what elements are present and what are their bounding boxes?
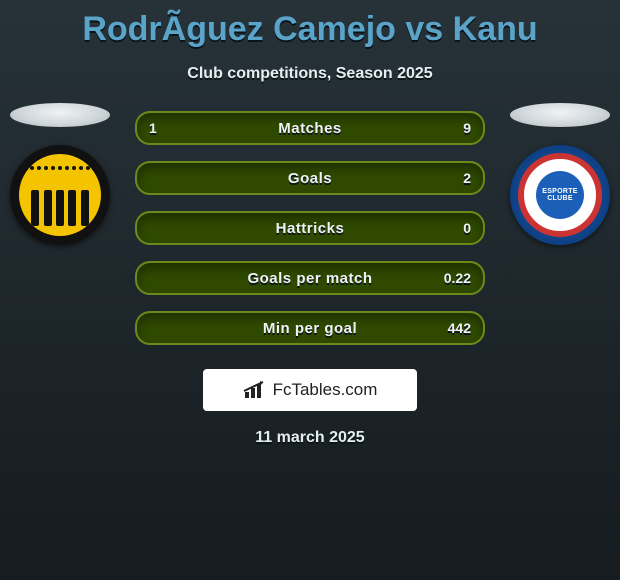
stat-pill: Min per goal 442	[135, 311, 485, 345]
stat-pill-stack: 1 Matches 9 Goals 2 Hattricks 0 Goals per match…	[135, 111, 485, 345]
stat-label: Min per goal	[263, 320, 357, 337]
bar-chart-icon	[243, 380, 269, 400]
attribution-text: FcTables.com	[273, 380, 378, 400]
attribution-badge: FcTables.com	[203, 369, 417, 411]
stat-pill: Goals 2	[135, 161, 485, 195]
stat-right-value: 2	[463, 170, 471, 186]
comparison-subtitle: Club competitions, Season 2025	[0, 65, 620, 83]
player-left	[0, 103, 120, 245]
stat-pill: Goals per match 0.22	[135, 261, 485, 295]
stat-label: Goals per match	[247, 270, 372, 287]
player-right-silhouette	[510, 103, 610, 127]
club-badge-left-inner	[19, 154, 101, 236]
date-label: 11 march 2025	[0, 429, 620, 447]
player-left-silhouette	[10, 103, 110, 127]
comparison-title: RodrÃ­guez Camejo vs Kanu	[0, 10, 620, 49]
club-badge-right-text: ESPORTE CLUBE	[535, 188, 585, 202]
stat-right-value: 0	[463, 220, 471, 236]
player-right: ESPORTE CLUBE	[500, 103, 620, 245]
stat-left-value: 1	[149, 120, 157, 136]
stat-label: Matches	[278, 120, 342, 137]
club-badge-right: ESPORTE CLUBE	[510, 145, 610, 245]
stat-label: Hattricks	[276, 220, 345, 237]
stat-right-value: 442	[448, 320, 471, 336]
stat-right-value: 0.22	[444, 270, 471, 286]
stat-right-value: 9	[463, 120, 471, 136]
stat-label: Goals	[288, 170, 332, 187]
stat-pill: 1 Matches 9	[135, 111, 485, 145]
comparison-stage: ESPORTE CLUBE 1 Matches 9 Goals 2 Hattricks 0 G…	[0, 111, 620, 345]
club-badge-left	[10, 145, 110, 245]
stat-pill: Hattricks 0	[135, 211, 485, 245]
